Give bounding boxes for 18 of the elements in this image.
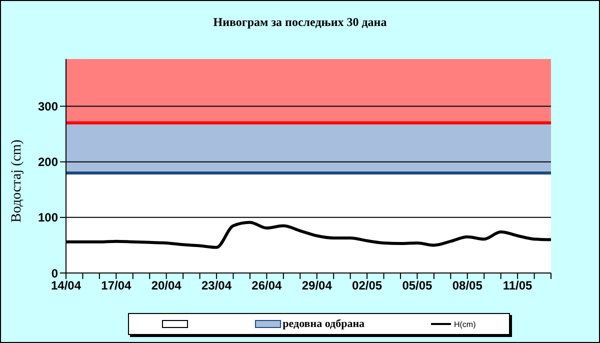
y-axis-title: Водостај (cm) xyxy=(9,140,25,222)
x-tick-label: 17/04 xyxy=(101,278,132,293)
y-tick-label: 100 xyxy=(38,210,58,225)
x-tick-label: 05/05 xyxy=(402,278,433,293)
y-tick-label: 300 xyxy=(38,100,58,114)
x-tick-label: 26/04 xyxy=(252,278,282,293)
y-tick-label: 200 xyxy=(38,155,58,170)
chart-title: Нивограм за последњих 30 дана xyxy=(212,15,388,30)
legend-label: редовна одбрана xyxy=(282,318,365,330)
x-tick-label: 29/04 xyxy=(302,278,332,293)
x-tick-label: 08/05 xyxy=(452,278,483,293)
legend-label: H(cm) xyxy=(454,320,476,328)
y-tick-label: 0 xyxy=(51,266,58,280)
x-tick-label: 20/04 xyxy=(151,278,182,293)
x-tick-label: 11/05 xyxy=(502,278,533,293)
x-tick-label: 23/04 xyxy=(202,278,232,293)
x-tick-label: 14/04 xyxy=(50,278,82,293)
x-tick-label: 02/05 xyxy=(352,278,382,293)
